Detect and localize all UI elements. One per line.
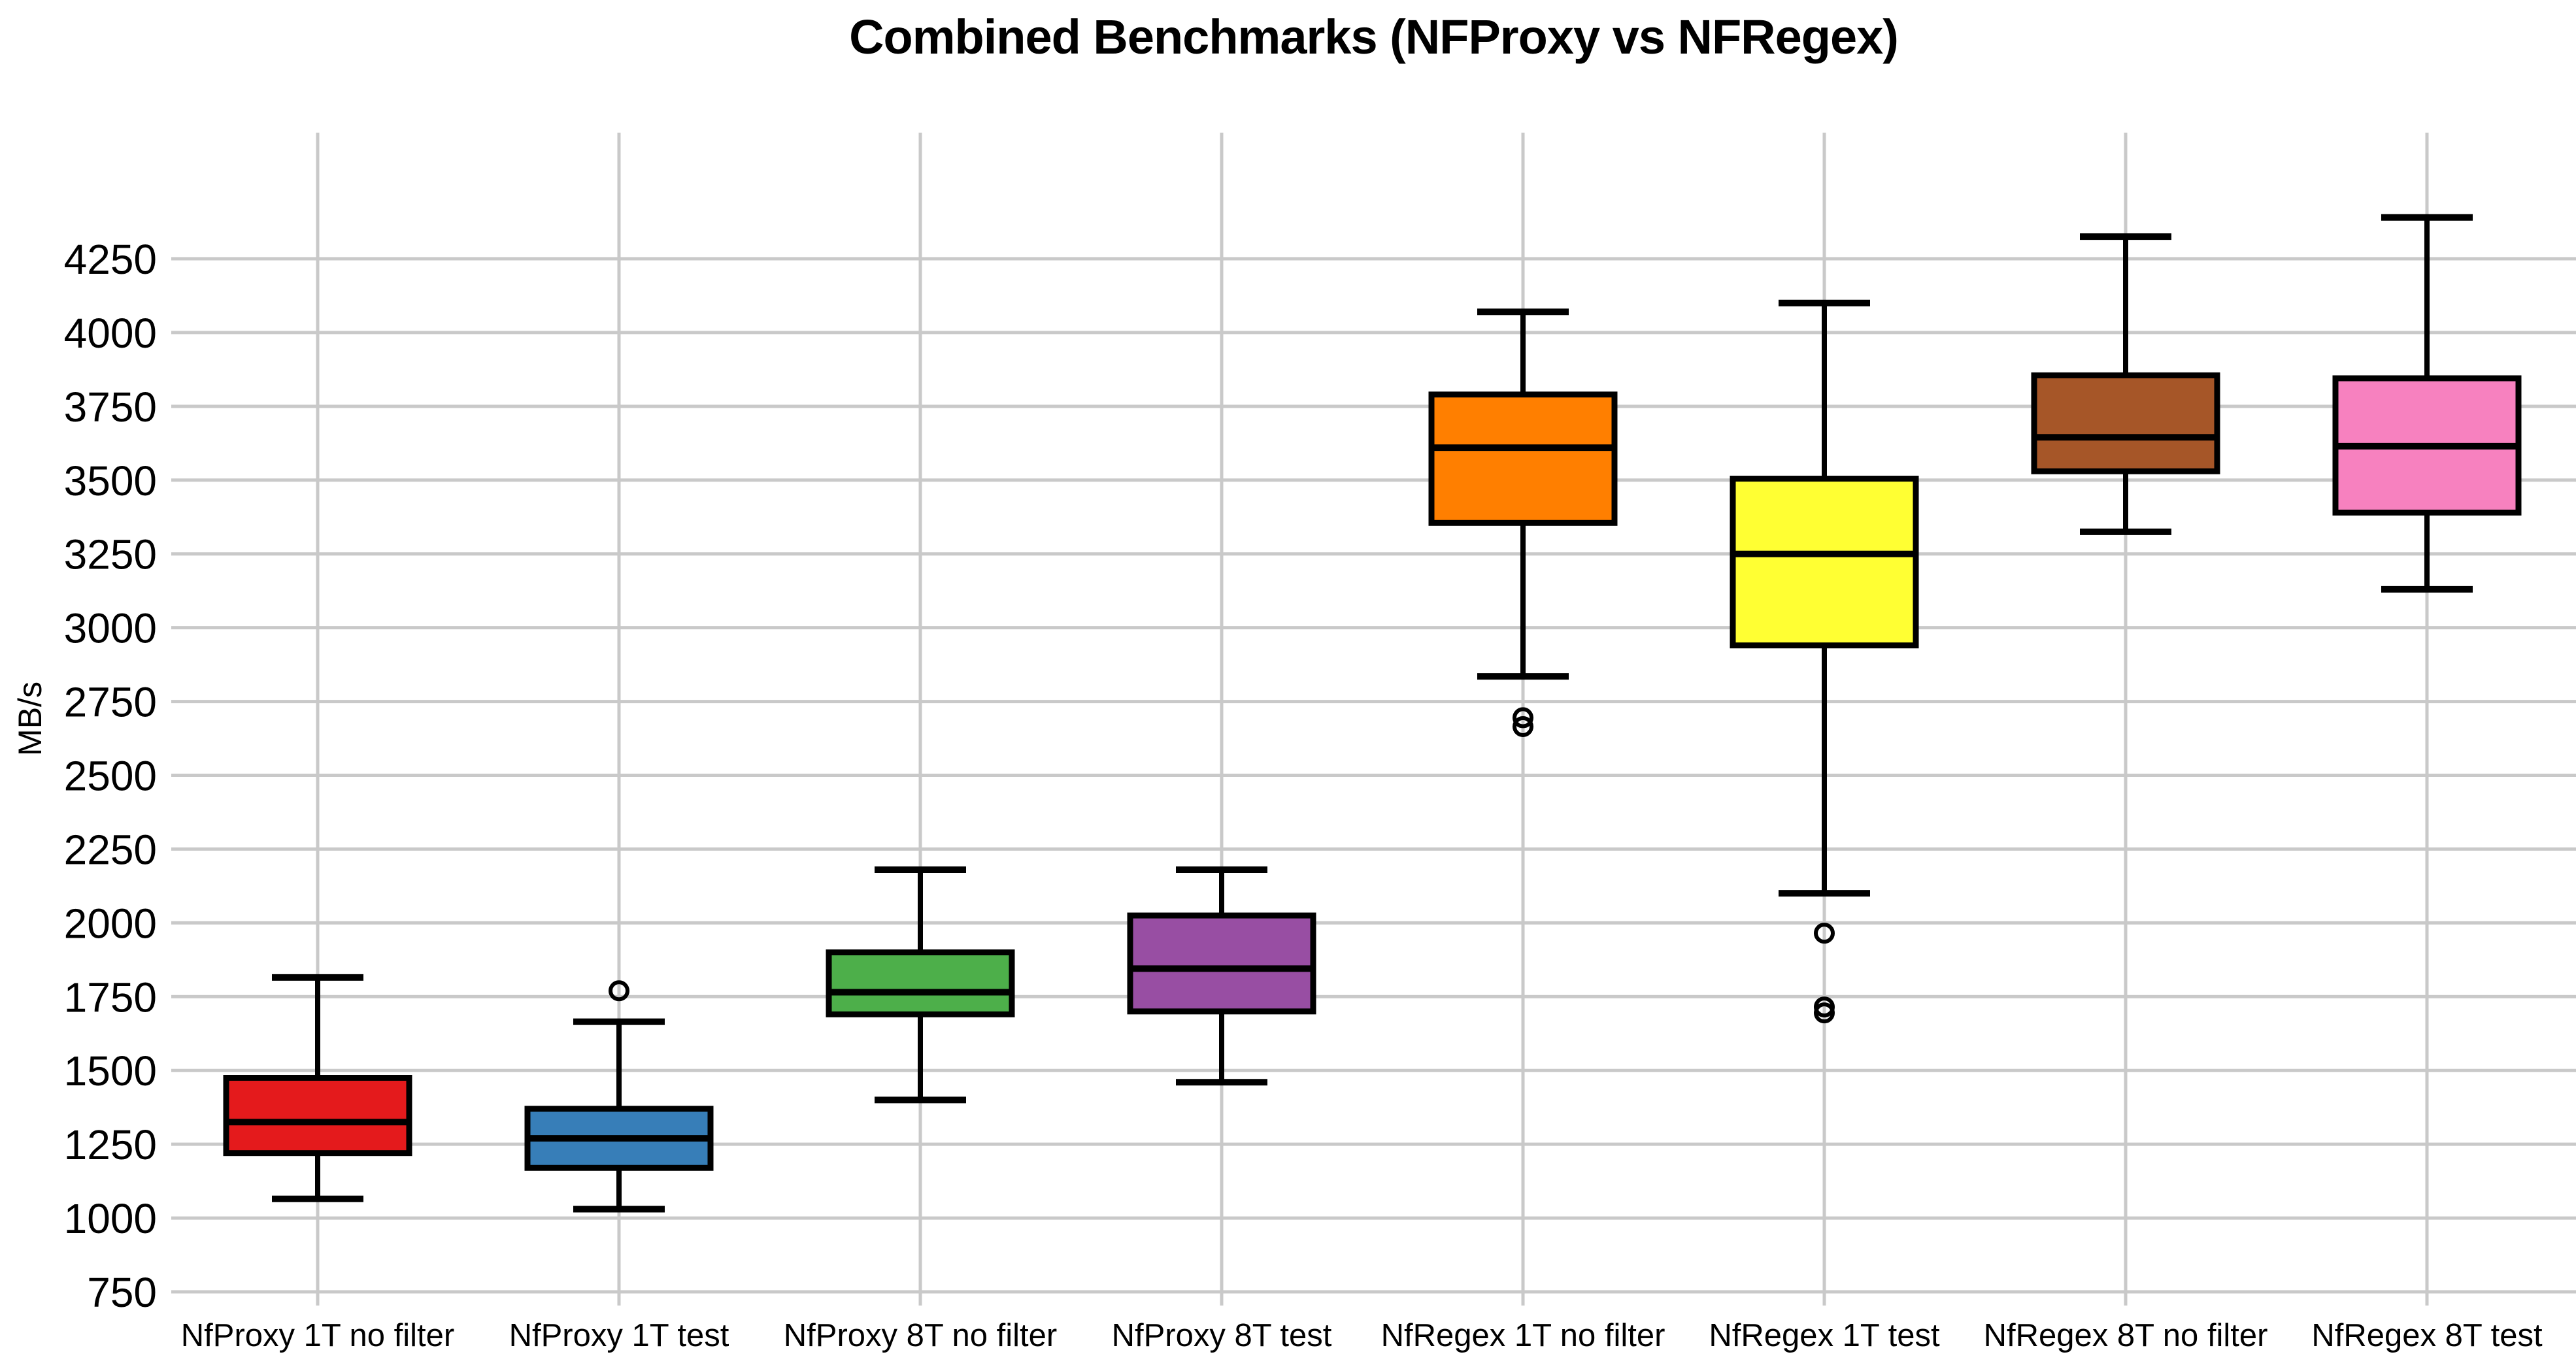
x-tick-label-nfregex-8t-test: NfRegex 8T test (2311, 1318, 2543, 1353)
x-tick-label-nfregex-1t-test: NfRegex 1T test (1709, 1318, 1940, 1353)
box-nfproxy-8t-no-filter (826, 949, 1015, 1017)
y-tick-label-2250: 2250 (64, 826, 157, 873)
outlier-nfregex-1t-no-filter-1 (1513, 715, 1533, 737)
outlier-nfregex-1t-test-2 (1814, 1002, 1835, 1024)
box-nfregex-1t-no-filter (1428, 391, 1618, 526)
x-tick-label-nfproxy-8t-no-filter: NfProxy 8T no filter (784, 1318, 1057, 1353)
y-tick-label-750: 750 (87, 1269, 157, 1316)
y-tick-label-1250: 1250 (64, 1121, 157, 1168)
y-tick-label-2500: 2500 (64, 753, 157, 800)
y-tick-label-2750: 2750 (64, 679, 157, 726)
y-tick-label-1000: 1000 (64, 1195, 157, 1242)
y-tick-label-3250: 3250 (64, 531, 157, 578)
box-nfregex-1t-test (1730, 476, 1919, 649)
y-tick-label-3750: 3750 (64, 384, 157, 431)
x-tick-label-nfregex-1t-no-filter: NfRegex 1T no filter (1381, 1318, 1665, 1353)
y-tick-label-4000: 4000 (64, 310, 157, 357)
x-tick-label-nfproxy-1t-no-filter: NfProxy 1T no filter (181, 1318, 454, 1353)
outlier-nfregex-1t-no-filter-0 (1513, 707, 1533, 729)
box-nfproxy-1t-no-filter (223, 1075, 412, 1157)
x-tick-label-nfregex-8t-no-filter: NfRegex 8T no filter (1984, 1318, 2268, 1353)
chart-title: Combined Benchmarks (NFProxy vs NFRegex) (849, 10, 1899, 64)
y-tick-label-1500: 1500 (64, 1047, 157, 1094)
x-tick-label-nfproxy-8t-test: NfProxy 8T test (1112, 1318, 1332, 1353)
box-nfproxy-8t-test (1127, 912, 1316, 1015)
box-nfregex-8t-no-filter (2031, 372, 2220, 474)
y-tick-label-1750: 1750 (64, 974, 157, 1021)
y-tick-label-4250: 4250 (64, 236, 157, 283)
y-tick-label-3000: 3000 (64, 605, 157, 652)
outlier-nfproxy-1t-test-0 (609, 980, 629, 1002)
y-tick-label-3500: 3500 (64, 457, 157, 504)
y-tick-label-2000: 2000 (64, 900, 157, 947)
x-tick-label-nfproxy-1t-test: NfProxy 1T test (509, 1318, 729, 1353)
outlier-nfregex-1t-test-0 (1814, 923, 1835, 944)
